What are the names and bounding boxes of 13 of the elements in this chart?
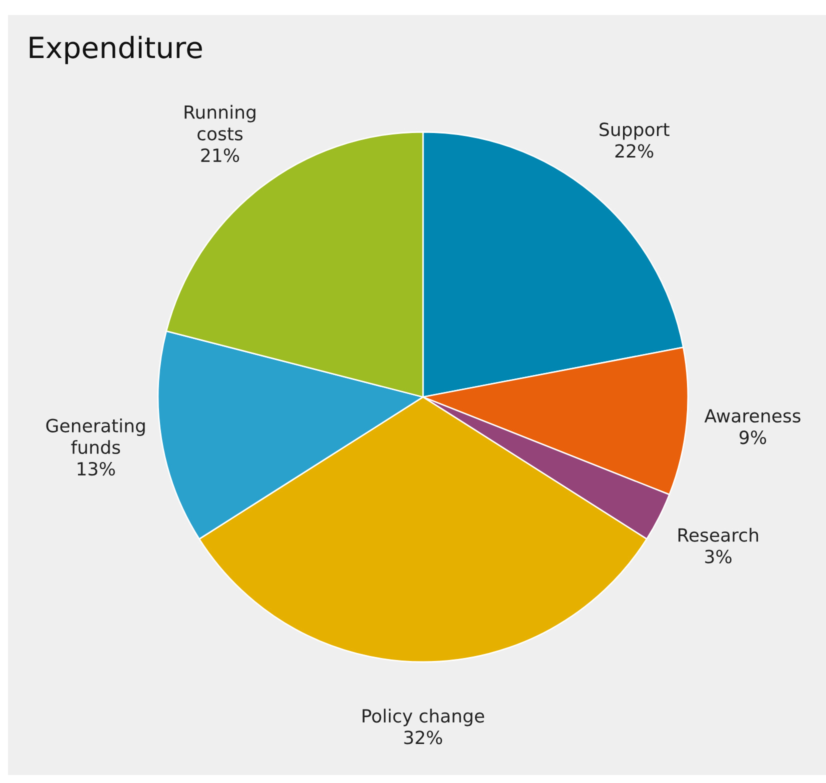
data-label: 21% [201, 148, 240, 162]
data-label: 32% [404, 730, 442, 744]
slice-label: Running costs [184, 104, 256, 140]
slice-label: Policy change [362, 708, 484, 726]
slice-label: Research [678, 528, 758, 542]
data-label: 9% [740, 430, 766, 444]
slice-label: Generating funds [46, 418, 145, 454]
slice-label: Support [600, 122, 670, 140]
data-label: 13% [78, 462, 115, 476]
chart-title: Expenditure [30, 36, 202, 64]
data-label: 22% [615, 144, 654, 158]
data-label: 3% [705, 550, 732, 564]
slice-label: Awareness [704, 409, 800, 423]
